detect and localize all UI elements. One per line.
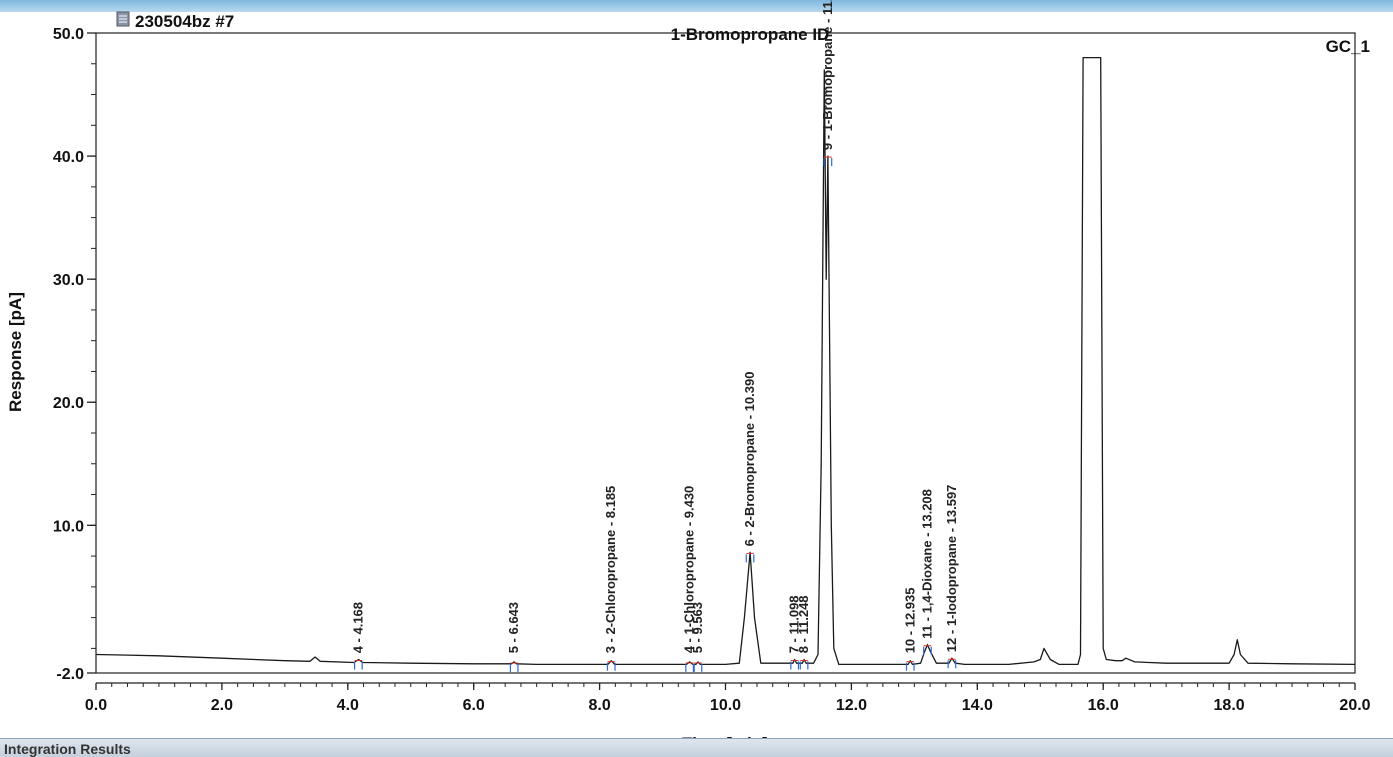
peak-label: 5 - 9.563 [690, 602, 705, 653]
chromatogram-trace [95, 56, 1356, 666]
x-tick-label: 18.0 [1214, 697, 1245, 714]
x-tick-label: 0.0 [85, 697, 107, 714]
x-tick-label: 12.0 [836, 697, 867, 714]
plot-frame [95, 32, 1356, 674]
peak-label: 3 - 2-Chloropropane - 8.185 [603, 486, 618, 654]
peak-label: 4 - 4.168 [350, 602, 365, 653]
peak-label: 8 - 11.248 [796, 595, 811, 653]
peak-label: 5 - 6.643 [506, 602, 521, 653]
peak-label: 4 - 1-Chloropropane - 9.430 [682, 486, 697, 654]
x-tick-label: 20.0 [1339, 697, 1370, 714]
y-tick-label: 50.0 [53, 26, 84, 43]
y-tick-label: -2.0 [56, 666, 84, 683]
peak-label: 9 - 1-Bromopropane - 11.627 [820, 0, 835, 150]
x-tick-label: 14.0 [962, 697, 993, 714]
sample-name: 230504bz #7 [135, 12, 234, 31]
channel-label: GC_1 [1326, 37, 1370, 56]
integration-results-label: Integration Results [4, 741, 131, 757]
peak-label: 12 - 1-Iodopropane - 13.597 [944, 485, 959, 653]
x-tick-label: 4.0 [337, 697, 359, 714]
y-tick-label: 40.0 [53, 149, 84, 166]
peak-label: 6 - 2-Bromopropane - 10.390 [742, 372, 757, 547]
x-tick-label: 6.0 [463, 697, 485, 714]
integration-results-panel[interactable]: Integration Results [0, 738, 1393, 757]
peak-label: 11 - 1,4-Dioxane - 13.208 [919, 489, 934, 639]
peak-label: 7 - 11.098 [787, 595, 802, 653]
x-tick-label: 8.0 [588, 697, 610, 714]
x-tick-label: 16.0 [1088, 697, 1119, 714]
y-tick-label: 30.0 [53, 272, 84, 289]
y-tick-label: 10.0 [53, 518, 84, 535]
sample-icon [116, 11, 130, 27]
x-tick-label: 10.0 [710, 697, 741, 714]
peak-label: 10 - 12.935 [902, 588, 917, 654]
chart-title: 1-Bromopropane ID [671, 25, 830, 44]
y-axis-title: Response [pA] [6, 292, 25, 412]
y-tick-label: 20.0 [53, 395, 84, 412]
window-title-bar [0, 0, 1393, 12]
x-tick-label: 2.0 [211, 697, 233, 714]
